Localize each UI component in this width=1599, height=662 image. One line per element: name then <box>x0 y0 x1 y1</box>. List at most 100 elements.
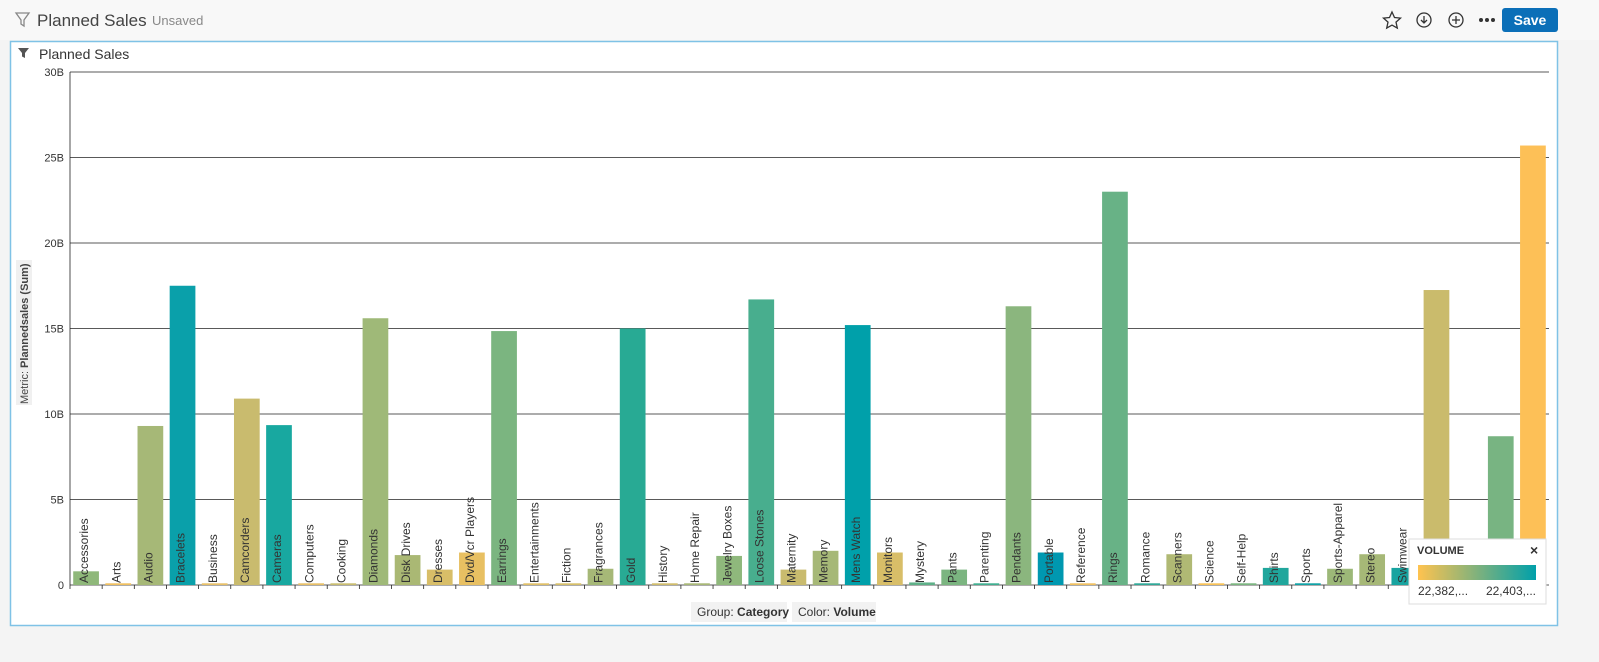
x-tick-label: Portable <box>1042 538 1056 583</box>
bar <box>651 583 678 585</box>
bar <box>748 299 775 585</box>
bar <box>587 568 614 585</box>
color-value: Volume <box>833 605 876 619</box>
legend-title: VOLUME <box>1417 545 1464 557</box>
x-tick-label: Gold <box>624 558 638 583</box>
y-label-prefix: Metric: <box>19 371 31 404</box>
bar <box>555 583 582 585</box>
x-tick-label: Sports <box>1299 548 1313 583</box>
bar <box>716 555 742 585</box>
color-pill[interactable] <box>792 602 876 622</box>
more-button[interactable] <box>1479 18 1495 22</box>
legend-max: 22,403,... <box>1486 584 1536 598</box>
legend-close[interactable]: × <box>1530 542 1538 558</box>
download-arrow <box>1420 16 1428 24</box>
add-button[interactable] <box>1448 12 1464 28</box>
y-tick-label: 30B <box>44 67 64 79</box>
bar <box>491 331 517 585</box>
legend: VOLUME × 22,382,... 22,403,... <box>1408 538 1547 605</box>
y-tick-label: 5B <box>51 495 64 507</box>
bar <box>523 583 550 585</box>
x-tick-label: Jewelry Boxes <box>720 506 734 583</box>
x-tick-label: Entertainments <box>527 502 541 583</box>
save-button[interactable] <box>1502 8 1558 32</box>
x-tick-label: Business <box>206 534 220 583</box>
bar <box>1359 554 1386 585</box>
bar <box>298 583 325 585</box>
bar <box>1102 191 1128 585</box>
x-tick-label: Fiction <box>560 548 574 583</box>
bar <box>1327 568 1353 585</box>
bar <box>169 285 196 585</box>
bar <box>201 583 228 585</box>
y-tick-label: 0 <box>58 580 64 592</box>
y-tick-label: 10B <box>44 409 64 421</box>
bar <box>1134 583 1160 585</box>
x-tick-label: Monitors <box>881 537 895 583</box>
bar <box>330 583 357 585</box>
bar <box>1230 583 1257 585</box>
bar <box>362 318 389 585</box>
color-prefix: Color: <box>798 605 830 619</box>
x-tick-label: Swimwear <box>1395 528 1409 583</box>
x-tick-label: Stereo <box>1363 547 1377 583</box>
y-tick-label: 15B <box>44 324 64 336</box>
x-tick-label: Sports-Apparel <box>1331 503 1345 583</box>
x-tick-label: Loose Stones <box>752 510 766 583</box>
x-tick-label: Self-Help <box>1235 533 1249 583</box>
bar <box>1294 583 1321 585</box>
x-tick-label: Mens Watch <box>849 517 863 583</box>
x-tick-label: Cooking <box>334 539 348 583</box>
bar <box>1166 554 1193 585</box>
y-axis-label: Metric: Plannedsales (Sum) <box>19 263 31 404</box>
group-value: Category <box>737 605 789 619</box>
bar <box>426 569 453 585</box>
bar <box>844 325 871 585</box>
group-pill[interactable] <box>691 602 787 622</box>
x-tick-label: Scanners <box>1170 532 1184 583</box>
x-tick-label: Arts <box>109 562 123 583</box>
x-tick-label: Home Repair <box>688 512 702 583</box>
bar <box>233 398 260 585</box>
x-tick-label: Dresses <box>431 539 445 583</box>
x-tick-label: Computers <box>302 524 316 583</box>
x-tick-label: Reference <box>1074 527 1088 583</box>
x-tick-label: Maternity <box>785 534 799 583</box>
favorite-button[interactable] <box>1381 10 1403 30</box>
header-title: Planned Sales <box>37 11 147 30</box>
y-tick-label: 25B <box>44 153 64 165</box>
bar <box>394 555 421 585</box>
x-tick-label: Camcorders <box>238 518 252 583</box>
x-tick-label: Fragrances <box>592 522 606 583</box>
x-tick-label: Diamonds <box>367 529 381 583</box>
filter-icon[interactable] <box>14 12 31 28</box>
bar <box>1037 552 1064 585</box>
bar <box>780 569 807 585</box>
panel-filter-icon[interactable] <box>18 48 29 58</box>
color-text: Color: Volume <box>798 605 876 619</box>
bar <box>684 583 710 585</box>
x-tick-label: Dvd/Vcr Players <box>463 497 477 583</box>
x-tick-label: Science <box>1203 540 1217 583</box>
bar <box>137 425 164 585</box>
bar <box>105 583 132 585</box>
x-tick-label: Disk Drives <box>399 522 413 583</box>
bar <box>73 571 99 585</box>
y-tick-label: 20B <box>44 238 64 250</box>
group-text: Group: Category <box>697 605 789 619</box>
download-button[interactable] <box>1416 12 1432 28</box>
header-bar <box>0 0 1599 40</box>
x-tick-label: Cameras <box>270 534 284 583</box>
save-label: Save <box>1514 12 1547 28</box>
x-tick-label: Parenting <box>978 532 992 583</box>
bar <box>1520 145 1546 585</box>
bar <box>941 569 968 585</box>
bar <box>1198 583 1225 585</box>
legend-ramp <box>1418 565 1536 580</box>
chart-title: Planned Sales <box>39 46 129 62</box>
bar <box>1069 583 1096 585</box>
x-tick-label: History <box>656 546 670 583</box>
bar <box>1005 306 1032 585</box>
